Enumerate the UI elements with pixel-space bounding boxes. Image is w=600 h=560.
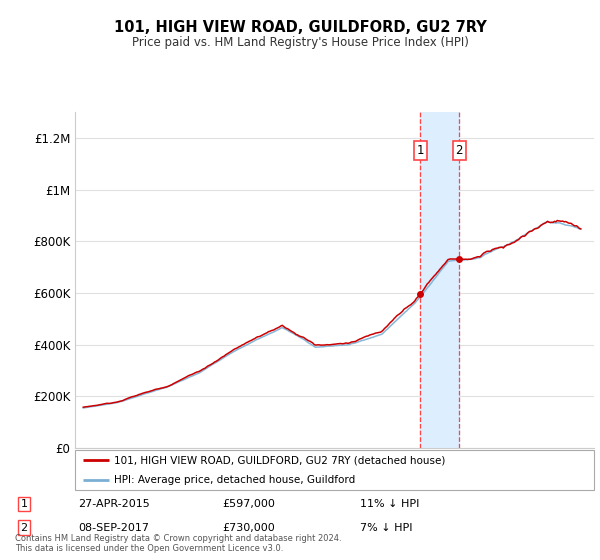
Text: 27-APR-2015: 27-APR-2015: [78, 499, 150, 509]
Text: Contains HM Land Registry data © Crown copyright and database right 2024.
This d: Contains HM Land Registry data © Crown c…: [15, 534, 341, 553]
Text: Price paid vs. HM Land Registry's House Price Index (HPI): Price paid vs. HM Land Registry's House …: [131, 36, 469, 49]
Text: HPI: Average price, detached house, Guildford: HPI: Average price, detached house, Guil…: [114, 474, 355, 484]
Text: 7% ↓ HPI: 7% ↓ HPI: [360, 522, 413, 533]
Text: 2: 2: [455, 144, 463, 157]
Bar: [420, 112, 460, 448]
Text: 101, HIGH VIEW ROAD, GUILDFORD, GU2 7RY (detached house): 101, HIGH VIEW ROAD, GUILDFORD, GU2 7RY …: [114, 455, 445, 465]
Text: 1: 1: [416, 144, 424, 157]
Text: 2: 2: [20, 522, 28, 533]
Text: 11% ↓ HPI: 11% ↓ HPI: [360, 499, 419, 509]
Text: 08-SEP-2017: 08-SEP-2017: [78, 522, 149, 533]
Text: £597,000: £597,000: [222, 499, 275, 509]
Text: 1: 1: [20, 499, 28, 509]
FancyBboxPatch shape: [75, 450, 594, 490]
Text: 101, HIGH VIEW ROAD, GUILDFORD, GU2 7RY: 101, HIGH VIEW ROAD, GUILDFORD, GU2 7RY: [113, 20, 487, 35]
Text: £730,000: £730,000: [222, 522, 275, 533]
